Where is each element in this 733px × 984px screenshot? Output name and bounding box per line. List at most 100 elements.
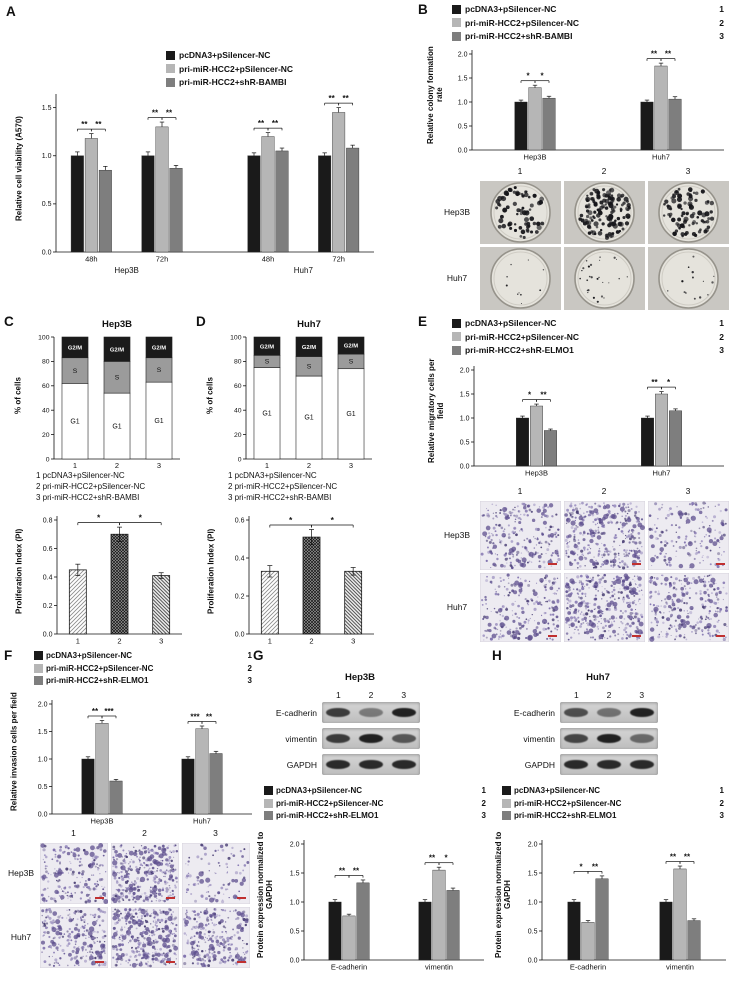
stained-cell: [100, 962, 104, 966]
stained-cell: [718, 590, 722, 594]
stained-cell: [616, 632, 619, 635]
stained-cell: [702, 590, 707, 594]
stained-cell: [653, 616, 656, 619]
stained-cell: [675, 505, 678, 507]
colony-dot: [538, 288, 541, 291]
stained-cell: [544, 579, 546, 581]
stained-cell: [512, 514, 515, 517]
stained-cell: [538, 630, 541, 634]
stack-segment: [337, 368, 365, 460]
stained-cell: [607, 549, 610, 552]
bar: [318, 155, 332, 253]
stained-cell: [569, 513, 572, 516]
stained-cell: [156, 918, 160, 922]
stained-cell: [130, 934, 134, 938]
stained-cell: [143, 870, 148, 875]
stained-cell: [648, 534, 654, 539]
image-column-label: 2: [601, 486, 607, 496]
stained-cell: [682, 577, 688, 582]
panel-e-chart-block: Relative migratory cells per field 0.0 0.…: [426, 356, 726, 482]
stained-cell: [663, 543, 667, 547]
stained-cell: [694, 507, 697, 511]
panel-b-chart-block: Relative colony formation rate 0.0 0.5 1.0…: [426, 40, 726, 166]
stained-cell: [661, 573, 664, 576]
stained-cell: [196, 912, 200, 916]
stained-cell: [652, 606, 659, 612]
blot-row: GAPDH: [260, 754, 420, 775]
stained-cell: [636, 586, 638, 588]
legend-label: pri-miR-HCC2+pSilencer-NC: [465, 17, 580, 28]
stained-cell: [511, 630, 515, 634]
y-tick-label: 1.5: [458, 75, 468, 82]
stained-cell: [221, 959, 225, 963]
stained-cell: [95, 888, 97, 890]
stained-cell: [99, 943, 105, 949]
colony-dot: [696, 209, 702, 216]
stained-cell: [677, 511, 683, 517]
panel-h-legend: pcDNA3+pSilencer-NC 1 pri-miR-HCC2+pSilenc…: [502, 786, 724, 820]
colony-dot: [587, 225, 591, 229]
legend-number: 2: [719, 17, 724, 28]
stained-cell: [525, 599, 529, 602]
stained-cell: [627, 530, 630, 533]
stained-cell: [712, 600, 715, 604]
stained-cell: [185, 887, 189, 891]
lane-number: 1: [335, 690, 341, 700]
stained-cell: [191, 940, 195, 944]
stained-cell: [96, 880, 98, 882]
stained-cell: [502, 511, 505, 515]
stained-cell: [703, 575, 705, 577]
stained-cell: [580, 592, 584, 595]
colony-dot: [500, 195, 504, 199]
colony-dot: [521, 206, 524, 210]
stained-cell: [658, 610, 661, 613]
stained-cell: [526, 561, 529, 563]
y-tick-label: 60: [42, 383, 50, 390]
stained-cell: [594, 607, 596, 610]
stained-cell: [655, 624, 658, 626]
stained-cell: [193, 934, 195, 937]
stained-cell: [160, 952, 164, 956]
stained-cell: [568, 561, 573, 566]
stained-cell: [510, 565, 514, 569]
stained-cell: [685, 580, 690, 585]
stained-cell: [135, 962, 138, 965]
panel-c-group-key: 1 pcDNA3+pSilencer-NC 2 pri-miR-HCC2+pSil…: [36, 471, 145, 503]
legend-label: pri-miR-HCC2+shR-BAMBI: [179, 77, 287, 87]
stained-cell: [649, 626, 654, 632]
stained-cell: [640, 589, 642, 591]
legend-item: pri-miR-HCC2+shR-ELMO1 3: [452, 345, 724, 355]
colony-dot: [705, 219, 709, 223]
colony-dot: [607, 281, 609, 283]
stained-cell: [655, 604, 658, 607]
stained-cell: [79, 857, 82, 860]
stained-cell: [46, 879, 49, 883]
stained-cell: [126, 961, 129, 964]
stained-cell: [117, 917, 121, 921]
panel-d-stacked-block: % of cells 0 20 40 60 80 100 G1 S G2/M 1 G1 S G2/M 2 G…: [202, 332, 380, 472]
stained-cell: [117, 948, 120, 950]
stained-cell: [124, 952, 128, 956]
lane-number: 3: [639, 690, 645, 700]
stack-segment: [103, 336, 131, 362]
stained-cell: [185, 910, 188, 913]
stained-cell: [588, 579, 592, 583]
legend-swatch: [452, 4, 461, 14]
stained-cell: [514, 626, 518, 630]
stained-cell: [653, 530, 657, 533]
stained-cell: [96, 940, 98, 942]
stained-cell: [716, 557, 719, 559]
stained-cell: [664, 528, 668, 532]
stained-cell: [525, 548, 528, 551]
stained-cell: [140, 844, 142, 846]
panel-g-title: Hep3B: [344, 672, 376, 683]
stained-cell: [55, 927, 59, 930]
colony-dot: [666, 289, 668, 291]
stained-cell: [714, 582, 717, 584]
stained-cell: [66, 913, 69, 916]
stained-cell: [684, 537, 687, 540]
sig-label: **: [353, 866, 360, 875]
stained-cell: [52, 896, 56, 901]
stained-cell: [668, 610, 670, 612]
stained-cell: [491, 633, 496, 638]
